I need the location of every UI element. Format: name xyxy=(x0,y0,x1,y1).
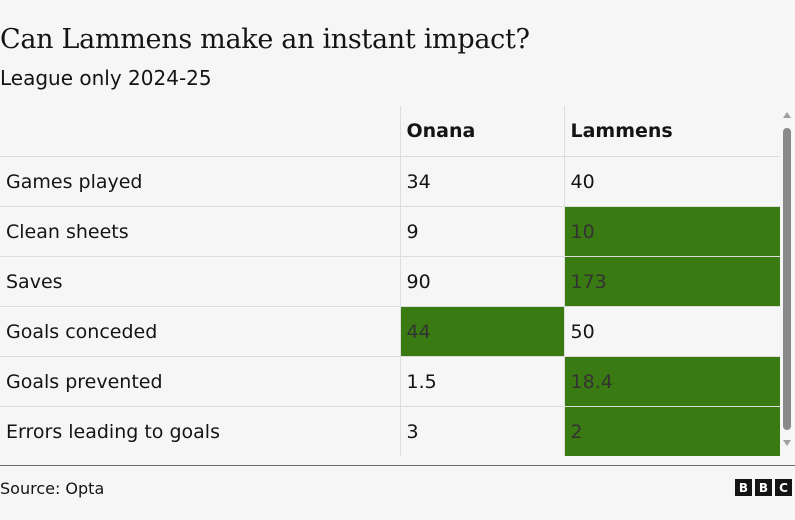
lammens-value-cell: 10 xyxy=(563,206,780,257)
onana-value-cell: 44 xyxy=(399,306,564,357)
table-row: Goals conceded 44 50 xyxy=(0,306,780,357)
lammens-value-cell: 173 xyxy=(563,256,780,307)
chart-subtitle: League only 2024-25 xyxy=(0,66,212,90)
bbc-logo: B B C xyxy=(735,479,792,496)
row-label: Goals conceded xyxy=(0,306,400,357)
bbc-logo-letter: B xyxy=(735,479,752,496)
row-label: Games played xyxy=(0,156,400,207)
table-body: Games played 34 40 Clean sheets 9 10 Saves 90 17… xyxy=(0,156,780,456)
header-cell-onana: Onana xyxy=(399,106,564,157)
table-row: Games played 34 40 xyxy=(0,156,780,207)
lammens-value-cell: 50 xyxy=(563,306,780,357)
onana-value-cell: 34 xyxy=(399,156,564,207)
bbc-logo-letter: C xyxy=(775,479,792,496)
row-label: Saves xyxy=(0,256,400,307)
header-cell-stat xyxy=(0,106,400,157)
table-row: Goals prevented 1.5 18.4 xyxy=(0,356,780,407)
source-note: Source: Opta xyxy=(0,479,105,498)
row-label: Goals prevented xyxy=(0,356,400,407)
table-row: Clean sheets 9 10 xyxy=(0,206,780,257)
onana-value-cell: 3 xyxy=(399,406,564,456)
chart-title: Can Lammens make an instant impact? xyxy=(0,24,530,55)
table-header-row: Onana Lammens xyxy=(0,106,780,157)
stats-table-container: Onana Lammens Games played 34 40 Clean shee… xyxy=(0,106,780,456)
table-row: Errors leading to goals 3 2 xyxy=(0,406,780,456)
lammens-value-cell: 18.4 xyxy=(563,356,780,407)
table-scrollbar[interactable] xyxy=(781,108,793,450)
onana-value-cell: 90 xyxy=(399,256,564,307)
lammens-value-cell: 2 xyxy=(563,406,780,456)
header-cell-lammens: Lammens xyxy=(563,106,780,157)
scroll-up-arrow-icon[interactable] xyxy=(783,112,791,118)
row-label: Errors leading to goals xyxy=(6,420,220,443)
scroll-thumb[interactable] xyxy=(783,128,791,430)
onana-value-cell: 9 xyxy=(399,206,564,257)
scroll-down-arrow-icon[interactable] xyxy=(783,440,791,446)
table-row: Saves 90 173 xyxy=(0,256,780,307)
bbc-logo-letter: B xyxy=(755,479,772,496)
lammens-value-cell: 40 xyxy=(563,156,780,207)
footer-divider xyxy=(0,465,795,466)
onana-value-cell: 1.5 xyxy=(399,356,564,407)
stats-table: Onana Lammens Games played 34 40 Clean shee… xyxy=(0,106,780,456)
row-label: Clean sheets xyxy=(0,206,400,257)
